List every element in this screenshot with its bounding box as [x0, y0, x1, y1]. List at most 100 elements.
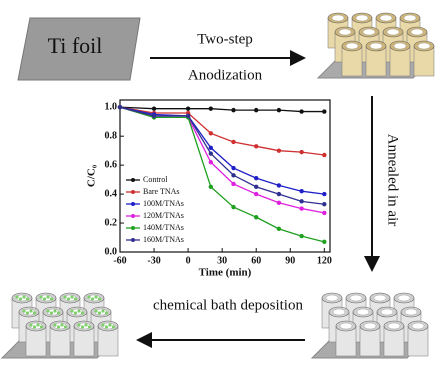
- particle: [53, 323, 57, 327]
- particle: [63, 325, 68, 329]
- y-tick-label: 0.8: [105, 130, 118, 141]
- y-tick-label: 0.2: [105, 217, 118, 228]
- particle: [80, 325, 85, 329]
- particle: [32, 311, 37, 315]
- particle: [60, 323, 64, 327]
- nanotube-hole: [356, 308, 370, 316]
- data-point: [254, 107, 259, 113]
- data-point: [151, 113, 157, 119]
- particle: [104, 311, 109, 315]
- nanotube-hole: [369, 42, 383, 50]
- nanotube-hole: [363, 322, 377, 330]
- legend-label: 140M/TNAs: [143, 223, 184, 232]
- legend-label: 100M/TNAs: [143, 199, 184, 208]
- particle: [77, 309, 81, 313]
- particle: [97, 297, 102, 301]
- nanotube-hole: [417, 42, 431, 50]
- x-axis-label: Time (min): [199, 267, 252, 279]
- particle: [18, 297, 23, 301]
- legend-marker: [131, 214, 135, 218]
- data-point: [322, 239, 327, 245]
- particle: [73, 311, 78, 315]
- nanotube-hole: [386, 28, 400, 36]
- particle: [36, 323, 40, 327]
- data-point: [299, 149, 304, 155]
- data-point: [322, 152, 327, 158]
- nanotube-hole: [338, 28, 352, 36]
- particle: [32, 325, 37, 329]
- data-point: [185, 113, 191, 119]
- particle: [97, 311, 102, 315]
- nanotube-hole: [410, 28, 424, 36]
- particle: [84, 323, 88, 327]
- legend-marker: [131, 238, 135, 242]
- data-point: [276, 226, 282, 232]
- data-point: [299, 199, 304, 204]
- x-tick-label: -30: [147, 255, 160, 266]
- y-tick-label: 0.0: [105, 246, 118, 257]
- data-point: [231, 173, 236, 178]
- particle: [101, 309, 105, 313]
- particle: [29, 323, 33, 327]
- y-axis-label: C/C₀: [86, 164, 98, 187]
- legend-marker: [131, 202, 135, 206]
- data-point: [254, 191, 259, 197]
- particle: [87, 325, 92, 329]
- legend-label: Control: [143, 175, 168, 184]
- particle: [70, 309, 74, 313]
- particle: [49, 311, 54, 315]
- particle: [101, 323, 105, 327]
- data-point: [117, 105, 123, 110]
- particle: [25, 311, 30, 315]
- particle: [66, 297, 71, 301]
- nanotube-hole: [331, 14, 345, 22]
- x-tick-label: 90: [285, 255, 295, 266]
- nanotube-hole: [345, 42, 359, 50]
- x-tick-label: 60: [251, 255, 261, 266]
- data-point: [231, 107, 236, 113]
- data-point: [254, 215, 259, 220]
- nanotube-hole: [411, 322, 425, 330]
- data-point: [185, 106, 191, 111]
- data-point: [208, 160, 214, 165]
- particle: [104, 325, 109, 329]
- data-point: [151, 106, 157, 111]
- particle: [53, 309, 57, 313]
- data-point: [231, 204, 236, 210]
- particle: [108, 323, 112, 327]
- particle: [42, 297, 47, 301]
- data-point: [254, 175, 259, 181]
- particle: [15, 295, 19, 299]
- data-point: [254, 144, 259, 149]
- particle: [87, 295, 91, 299]
- data-point: [276, 200, 282, 205]
- nanotube-hole: [403, 14, 417, 22]
- y-tick-label: 1.0: [105, 102, 118, 113]
- data-point: [276, 191, 282, 197]
- legend-label: Bare TNAs: [143, 187, 180, 196]
- data-point: [322, 210, 327, 216]
- particle: [22, 295, 26, 299]
- data-point: [299, 233, 304, 239]
- particle: [29, 309, 33, 313]
- data-point: [208, 145, 214, 150]
- particle: [56, 325, 61, 329]
- x-tick-label: 0: [186, 255, 191, 266]
- data-point: [299, 189, 304, 194]
- data-point: [208, 151, 214, 156]
- x-tick-label: 120: [317, 255, 332, 266]
- x-tick-label: 30: [217, 255, 227, 266]
- particle: [46, 295, 50, 299]
- nanotube-hole: [380, 308, 394, 316]
- data-point: [299, 109, 304, 114]
- particle: [56, 311, 61, 315]
- particle: [49, 297, 54, 301]
- nanotube-hole: [397, 294, 411, 302]
- nanotube-hole: [404, 308, 418, 316]
- step-label: Two-step: [197, 31, 253, 47]
- particle: [22, 309, 26, 313]
- data-point: [276, 107, 282, 113]
- step-label: chemical bath deposition: [153, 297, 303, 313]
- legend-label: 120M/TNAs: [143, 211, 184, 220]
